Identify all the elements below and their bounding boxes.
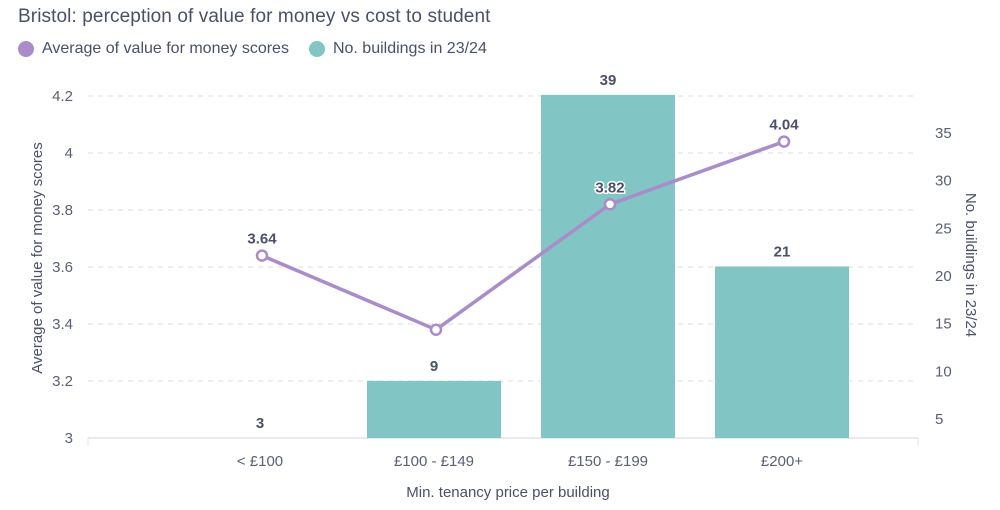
y-left-tick: 4: [65, 145, 73, 162]
chart-title: Bristol: perception of value for money v…: [18, 6, 491, 27]
legend-label: Average of value for money scores: [42, 40, 289, 57]
y-right-tick: 20: [935, 268, 952, 285]
y-right-tick: 35: [935, 125, 952, 142]
bar-data-label: 9: [430, 358, 438, 375]
bar[interactable]: [367, 380, 501, 438]
x-tick-label: £200+: [761, 453, 803, 470]
y-left-tick: 3.4: [52, 316, 73, 333]
x-tick-label: < £100: [237, 453, 283, 470]
line-data-label: 3.82: [595, 179, 624, 196]
line-data-label: 4.04: [769, 117, 799, 134]
y-right-tick: 30: [935, 173, 952, 190]
bar[interactable]: [715, 266, 849, 438]
legend-item-buildings[interactable]: No. buildings in 23/24: [308, 40, 487, 58]
line-point-marker[interactable]: [255, 249, 269, 262]
bar-data-label: 21: [774, 243, 791, 260]
x-tick-label: £100 - £149: [394, 453, 474, 470]
x-axis-title: Min. tenancy price per building: [406, 484, 609, 501]
line-point-marker[interactable]: [777, 135, 791, 148]
value-line: [261, 139, 785, 332]
y-right-tick: 15: [935, 316, 952, 333]
y-left-tick: 4.2: [52, 88, 73, 105]
legend-item-value-scores[interactable]: Average of value for money scores: [18, 40, 289, 58]
y-right-tick: 25: [935, 220, 952, 237]
legend: Average of value for money scores No. bu…: [18, 40, 487, 58]
line-point-marker[interactable]: [603, 198, 617, 211]
legend-dot-icon: [18, 41, 34, 57]
y-right-tick: 5: [935, 411, 943, 428]
y-left-tick: 3.8: [52, 202, 73, 219]
legend-label: No. buildings in 23/24: [332, 40, 487, 57]
bar[interactable]: [541, 94, 675, 438]
y-left-axis-title: Average of value for money scores: [29, 142, 46, 374]
x-tick-label: £150 - £199: [568, 453, 648, 470]
bar-data-label: 39: [600, 72, 617, 89]
y-left-tick: 3: [65, 430, 73, 447]
y-left-tick: 3.2: [52, 373, 73, 390]
legend-dot-icon: [308, 41, 325, 57]
y-left-tick: 3.6: [52, 259, 73, 276]
y-right-tick: 10: [935, 363, 952, 380]
bar-data-label: 3: [256, 415, 264, 432]
line-point-marker[interactable]: [429, 323, 443, 336]
line-data-label: 3.64: [247, 231, 277, 248]
y-right-axis-title: No. buildings in 23/24: [962, 193, 979, 337]
